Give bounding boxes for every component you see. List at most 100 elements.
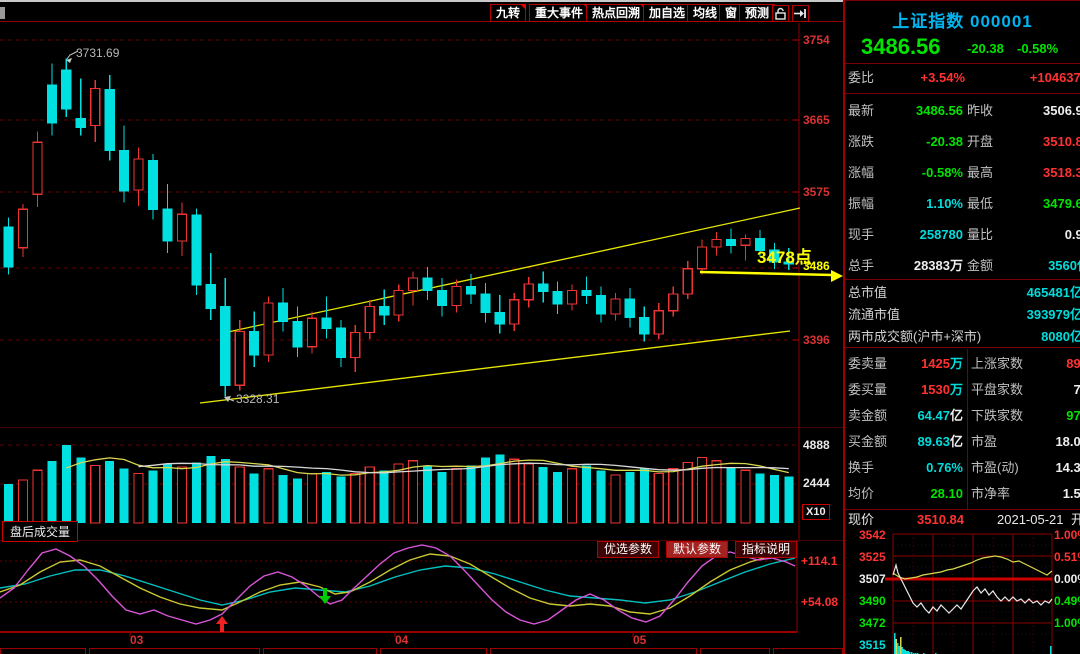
month-label: 04 (395, 633, 409, 647)
bottom-tab[interactable] (773, 648, 843, 654)
stat-value: -0.58% (921, 165, 963, 180)
stat-value: 3510.84 (1043, 134, 1080, 149)
stat-value: 0.93 (1064, 227, 1080, 242)
btn-nine-turn-label: 九转 (496, 6, 521, 20)
stat-label: 总手 (848, 258, 875, 273)
market-label: 平盘家数 (971, 382, 1024, 397)
stat-row: 总手 28383万 金额 3560亿 (845, 252, 1080, 280)
market-value: 1.50 (1062, 486, 1080, 501)
btn-indicator-help[interactable]: 指标说明 (735, 541, 798, 558)
mini-pct-tick: 1.00% (1054, 616, 1080, 630)
order-unit: 亿 (949, 408, 963, 423)
month-label: 05 (633, 633, 647, 647)
kline-axis-tick: 3754 (803, 33, 830, 47)
dock-right-icon[interactable] (792, 5, 809, 22)
last-price: 3486.56 (861, 34, 941, 59)
order-unit: 万 (949, 356, 963, 371)
mini-axis-tick: 3515 (859, 638, 886, 652)
weicha-value: +1046372 (1029, 70, 1080, 85)
stat-value: 1.10% (926, 196, 963, 211)
volume-chart[interactable] (0, 427, 843, 540)
cap-value: 465481亿 (1026, 285, 1080, 300)
cap-label: 两市成交额(沪市+深市) (848, 329, 982, 344)
bottom-tab[interactable] (89, 648, 260, 654)
bottom-tab[interactable] (490, 648, 697, 654)
order-value: 64.47 (917, 408, 950, 423)
order-value: 0.76% (926, 460, 963, 475)
btn-preferred-params[interactable]: 优选参数 (597, 541, 660, 558)
mini-axis-tick: 3472 (859, 616, 886, 630)
market-value: 972 (1066, 408, 1080, 423)
stat-value: 28383万 (913, 258, 963, 273)
stat-label: 开盘 (967, 134, 994, 149)
kline-axis-tick: 3396 (803, 333, 830, 347)
market-value: 891 (1066, 356, 1080, 371)
price-change-pct: -0.58% (1017, 41, 1059, 56)
weibi-row: 委比 +3.54% +1046372 (845, 64, 1080, 92)
order-label: 卖金额 (848, 408, 888, 423)
stat-label: 振幅 (848, 196, 875, 211)
weibi-value: +3.54% (920, 70, 965, 85)
order-value: 1530 (921, 382, 950, 397)
order-label: 委卖量 (848, 356, 888, 371)
index-name: 上证指数 (892, 12, 965, 31)
bottom-tab[interactable] (0, 648, 86, 654)
volume-axis-tick: 2444 (803, 476, 830, 490)
stat-row: 振幅 1.10% 最低 3479.67 (845, 190, 1080, 218)
order-row: 换手 0.76% 市盈(动) 14.39 (845, 455, 1080, 481)
high-price-annotation: 3731.69 (76, 46, 120, 60)
target-level-annotation: 3478点 (757, 248, 812, 267)
month-label: 03 (130, 633, 144, 647)
stat-label: 最新 (848, 103, 875, 118)
weibi-label: 委比 (848, 70, 875, 85)
cap-value: 393979亿 (1026, 307, 1080, 322)
stat-value: 258780 (919, 227, 963, 242)
order-row: 买金额 89.63亿 市盈 18.00 (845, 429, 1080, 455)
btn-add-watchlist[interactable]: 加自选 (643, 4, 692, 22)
btn-major-events[interactable]: 重大事件 (529, 4, 590, 22)
column-divider (967, 349, 968, 509)
stat-row: 涨跌 -20.38 开盘 3510.84 (845, 128, 1080, 156)
market-value: 14.39 (1055, 460, 1080, 475)
index-title: 上证指数 000001 (845, 7, 1080, 32)
market-value: 18.00 (1055, 434, 1080, 449)
stat-value: 3486.56 (916, 103, 963, 118)
ticker-suffix: 开 (1071, 511, 1080, 529)
candlestick-chart[interactable] (0, 23, 843, 427)
lock-open-icon[interactable] (772, 5, 789, 22)
btn-nine-turn[interactable]: 九转 (490, 4, 527, 22)
intraday-chart[interactable]: 3542 3525 3507 3490 3472 3515 1.00% 0.51… (845, 528, 1080, 654)
stat-row: 最新 3486.56 昨收 3506.94 (845, 97, 1080, 125)
after-hours-volume-label[interactable]: 盘后成交量 (2, 521, 79, 542)
stat-value: -20.38 (926, 134, 963, 149)
btn-forecast[interactable]: 预测 (739, 4, 776, 22)
bottom-tab[interactable] (700, 648, 770, 654)
cap-value: 8080亿 (1041, 329, 1080, 344)
low-price-annotation: 3328.31 (236, 392, 280, 406)
indicator-axis-tick: +54.08 (801, 595, 839, 609)
mini-axis-tick: 3542 (859, 528, 886, 542)
order-row: 委买量 1530万 平盘家数 73 (845, 377, 1080, 403)
btn-default-params[interactable]: 默认参数 (666, 541, 729, 558)
mini-axis-tick: 3490 (859, 594, 886, 608)
order-label: 委买量 (848, 382, 888, 397)
btn-hotspot-review[interactable]: 热点回溯 (586, 4, 647, 22)
mini-axis-tick: 3525 (859, 550, 886, 564)
indicator-chart[interactable] (0, 540, 843, 648)
btn-window-label: 窗 (725, 6, 738, 20)
btn-forecast-label: 预测 (745, 6, 770, 20)
order-row: 卖金额 64.47亿 下跌家数 972 (845, 403, 1080, 429)
stat-label: 昨收 (967, 103, 994, 118)
bottom-tab[interactable] (380, 648, 487, 654)
stat-label: 现手 (848, 227, 875, 242)
stat-row: 现手 258780 量比 0.93 (845, 221, 1080, 249)
ticker-label: 现价 (848, 512, 875, 527)
ticker-price: 3510.84 (917, 512, 964, 527)
stat-value: 3479.67 (1043, 196, 1080, 211)
market-label: 上涨家数 (971, 356, 1024, 371)
order-value: 1425 (921, 356, 950, 371)
bottom-tab[interactable] (263, 648, 377, 654)
market-label: 市盈(动) (971, 460, 1019, 475)
order-label: 换手 (848, 460, 875, 475)
btn-moving-average[interactable]: 均线 (687, 4, 724, 22)
